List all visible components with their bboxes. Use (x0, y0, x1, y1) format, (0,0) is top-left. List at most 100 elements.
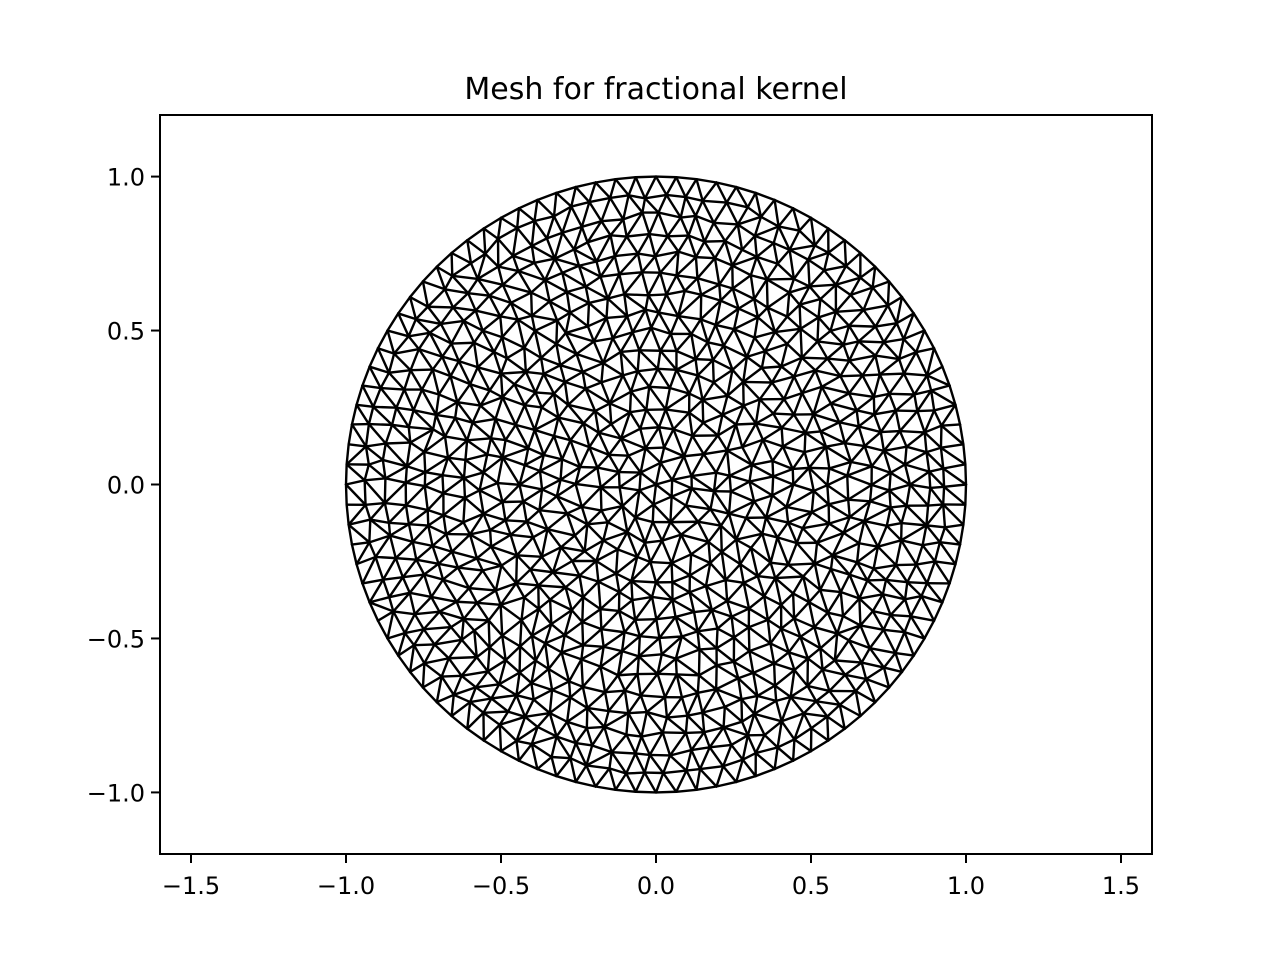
mesh-edge (638, 617, 658, 638)
mesh-edge (735, 538, 753, 550)
mesh-edge (870, 449, 886, 468)
mesh-edge (392, 347, 421, 355)
mesh-edge (611, 331, 634, 340)
mesh-edge (645, 695, 667, 714)
mesh-edge (659, 332, 672, 352)
mesh-edge (634, 735, 643, 755)
mesh-edge (827, 727, 846, 742)
mesh-edge (690, 332, 697, 361)
mesh-edge (942, 483, 968, 488)
mesh-edge (941, 503, 965, 526)
mesh-edge (345, 445, 368, 466)
mesh-edge (517, 759, 539, 771)
mesh-edge (645, 710, 664, 734)
mesh-edge (530, 607, 540, 637)
mesh-edge (571, 559, 581, 577)
mesh-edge (684, 714, 689, 735)
mesh-edge (408, 295, 430, 308)
mesh-edge (518, 659, 537, 674)
mesh-edge (925, 365, 944, 377)
mesh-edge (575, 352, 584, 374)
mesh-edge (769, 536, 779, 564)
mesh-edge (618, 471, 642, 489)
mesh-edge (539, 356, 545, 376)
mesh-edge (906, 581, 929, 585)
mesh-edge (525, 520, 535, 539)
mesh-edge (954, 543, 962, 566)
mesh-edge (538, 488, 544, 512)
mesh-edge (939, 443, 965, 449)
mesh-edge (894, 409, 902, 433)
mesh-edge (643, 541, 652, 564)
mesh-edge (482, 711, 501, 726)
mesh-edge (415, 558, 426, 576)
mesh-edge (599, 665, 607, 694)
mesh-edge (885, 506, 892, 527)
mesh-edge (636, 672, 642, 697)
mesh-edge (475, 557, 503, 567)
mesh-edge (623, 271, 644, 296)
mesh-edge (749, 274, 756, 301)
mesh-edge (786, 315, 802, 330)
mesh-edge (506, 693, 518, 713)
mesh-edge (637, 653, 663, 658)
mesh-edge (475, 601, 502, 607)
mesh-edge (753, 699, 778, 716)
mesh-edge (734, 404, 745, 426)
mesh-edge (465, 439, 489, 456)
mesh-edge (682, 455, 693, 478)
mesh-edge (473, 619, 490, 632)
mesh-edge (815, 541, 834, 557)
mesh-edge (701, 199, 716, 225)
mesh-edge (498, 723, 503, 753)
mesh-edge (603, 709, 610, 729)
mesh-edge (379, 386, 398, 409)
y-tick-label: 0.5 (107, 318, 145, 346)
mesh-edge (695, 785, 718, 791)
mesh-edge (898, 429, 908, 448)
mesh-edge (499, 315, 504, 339)
mesh-edge (482, 456, 504, 474)
mesh-edge (905, 431, 926, 448)
mesh-edge (517, 269, 533, 294)
mesh-edge (636, 349, 641, 373)
mesh-edge (482, 697, 493, 714)
mesh-edge (698, 746, 711, 771)
mesh-edge (404, 471, 427, 484)
mesh-edge (516, 318, 526, 350)
mesh-edge (560, 644, 585, 654)
mesh-edge (725, 185, 738, 204)
mesh-edge (618, 579, 633, 594)
mesh-edge (745, 350, 767, 359)
mesh-edge (451, 262, 473, 278)
mesh-edge (367, 422, 394, 427)
mesh-edge (765, 278, 791, 294)
mesh-edge (803, 450, 811, 470)
mesh-edge (656, 367, 678, 372)
mesh-edge (760, 365, 783, 370)
mesh-edge (574, 741, 588, 767)
mesh-edge (623, 293, 650, 297)
mesh-edge (523, 715, 539, 729)
mesh-edge (872, 373, 881, 399)
mesh-edge (823, 264, 848, 272)
mesh-edge (627, 176, 637, 197)
mesh-edge (542, 434, 556, 457)
mesh-edge (742, 581, 766, 598)
mesh-edge (766, 618, 783, 630)
mesh-edge (715, 181, 738, 189)
mesh-edge (518, 483, 544, 491)
mesh-edge (555, 774, 577, 784)
mesh-edge (735, 516, 748, 541)
mesh-edge (596, 453, 611, 469)
mesh-edge (404, 481, 426, 488)
mesh-edge (648, 367, 659, 389)
mesh-edge (597, 431, 623, 440)
mesh-edge (665, 193, 682, 219)
mesh-edge (745, 355, 764, 370)
mesh-edge (488, 634, 504, 649)
mesh-edge (431, 368, 441, 396)
mesh-edge (553, 248, 576, 260)
mesh-edge (636, 555, 652, 564)
mesh-edge (817, 297, 822, 319)
